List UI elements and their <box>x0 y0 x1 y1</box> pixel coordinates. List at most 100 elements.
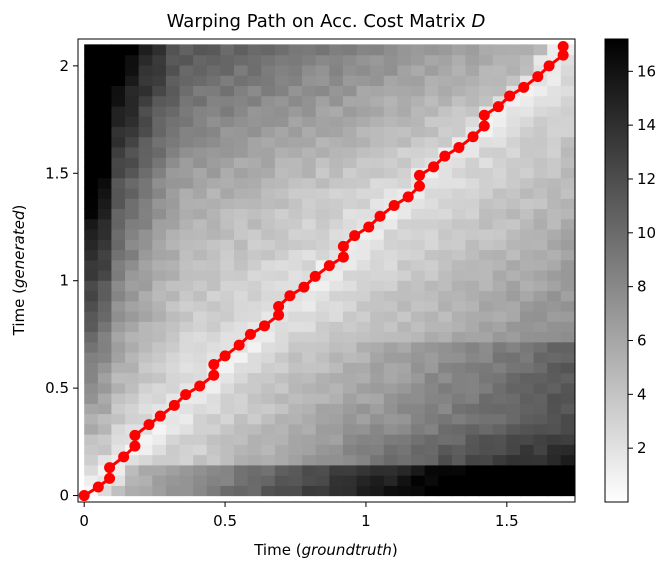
heatmap-cell <box>492 126 507 138</box>
heatmap-cell <box>179 75 194 86</box>
heatmap-cell <box>179 198 194 210</box>
heatmap-cell <box>247 259 262 271</box>
heatmap-cell <box>165 475 181 486</box>
heatmap-cell <box>125 208 140 220</box>
heatmap-cell <box>261 95 276 107</box>
heatmap-cell <box>111 105 126 117</box>
heatmap-cell <box>84 218 99 230</box>
heatmap-cell <box>533 382 548 394</box>
heatmap-cell <box>533 341 548 353</box>
heatmap-cell <box>302 85 317 97</box>
heatmap-cell <box>125 382 140 394</box>
heatmap-cell <box>438 423 453 435</box>
heatmap-cell <box>492 290 507 302</box>
heatmap-cell <box>125 105 140 117</box>
heatmap-cell <box>519 95 535 107</box>
heatmap-cell <box>370 434 385 445</box>
heatmap-cell <box>220 44 235 56</box>
heatmap-cell <box>451 208 467 220</box>
heatmap-cell <box>356 423 371 435</box>
warping-path-point <box>309 270 321 282</box>
warping-path-point <box>208 369 220 381</box>
heatmap-cell <box>138 413 153 425</box>
heatmap-cell <box>492 413 507 425</box>
heatmap-cell <box>274 208 290 220</box>
heatmap-cell <box>506 167 521 179</box>
heatmap-cell <box>397 423 412 435</box>
heatmap-cell <box>274 187 290 199</box>
heatmap-cell <box>492 310 507 322</box>
heatmap-cell <box>193 249 208 261</box>
warping-path-point <box>92 481 104 493</box>
heatmap-cell <box>370 259 385 271</box>
heatmap-cell <box>152 167 167 179</box>
heatmap-cell <box>152 116 167 127</box>
heatmap-cell <box>342 464 358 476</box>
heatmap-cell <box>438 239 453 251</box>
heatmap-cell <box>451 444 467 456</box>
colorbar-tick-label: 4 <box>637 385 647 403</box>
heatmap-cell <box>274 341 290 353</box>
heatmap-cell <box>165 444 181 456</box>
heatmap-cell <box>233 218 249 230</box>
heatmap-cell <box>247 146 262 158</box>
heatmap-cell <box>125 228 140 240</box>
heatmap-cell <box>370 321 385 333</box>
heatmap-cell <box>451 331 467 343</box>
heatmap-cell <box>97 352 113 363</box>
heatmap-cell <box>383 167 399 179</box>
heatmap-cell <box>383 454 399 466</box>
heatmap-cell <box>111 475 126 486</box>
heatmap-cell <box>397 167 412 179</box>
heatmap-cell <box>492 136 507 148</box>
heatmap-cell <box>465 475 480 486</box>
heatmap-cell <box>315 362 330 374</box>
heatmap-cell <box>261 269 276 281</box>
heatmap-cell <box>84 64 99 76</box>
heatmap-cell <box>492 423 507 435</box>
heatmap-cell <box>356 157 371 169</box>
heatmap-cell <box>397 146 412 158</box>
heatmap-cell <box>111 300 126 312</box>
heatmap-cell <box>193 434 208 445</box>
heatmap-cell <box>288 372 303 384</box>
heatmap-cell <box>451 95 467 107</box>
heatmap-cell <box>506 44 521 56</box>
heatmap-cell <box>424 464 439 476</box>
heatmap-cell <box>165 146 181 158</box>
heatmap-cell <box>302 300 317 312</box>
heatmap-cell <box>220 116 235 127</box>
heatmap-cell <box>261 167 276 179</box>
plot-frame <box>77 38 576 503</box>
heatmap-cell <box>424 259 439 271</box>
heatmap-cell <box>302 403 317 415</box>
heatmap-cell <box>315 372 330 384</box>
heatmap-cell <box>397 136 412 148</box>
heatmap-cell <box>111 423 126 435</box>
heatmap-cell <box>261 290 276 302</box>
heatmap-cell <box>247 403 262 415</box>
heatmap-cell <box>179 126 194 138</box>
heatmap-cell <box>356 310 371 322</box>
heatmap-cell <box>411 105 426 117</box>
heatmap-cell <box>206 167 221 179</box>
heatmap-cell <box>533 228 548 240</box>
heatmap-cell <box>451 249 467 261</box>
heatmap-cell <box>479 444 494 456</box>
heatmap-cell <box>383 321 399 333</box>
heatmap-cell <box>411 280 426 292</box>
heatmap-cell <box>84 434 99 445</box>
heatmap-cell <box>519 434 535 445</box>
heatmap-cell <box>560 177 575 189</box>
heatmap-cell <box>411 218 426 230</box>
heatmap-cell <box>411 352 426 363</box>
heatmap-cell <box>274 167 290 179</box>
heatmap-cell <box>138 54 153 66</box>
heatmap-cell <box>138 249 153 261</box>
heatmap-cell <box>165 95 181 107</box>
heatmap-cell <box>152 136 167 148</box>
heatmap-cell <box>533 146 548 158</box>
heatmap-cell <box>519 208 535 220</box>
heatmap-cell <box>342 157 358 169</box>
heatmap-cell <box>111 54 126 66</box>
